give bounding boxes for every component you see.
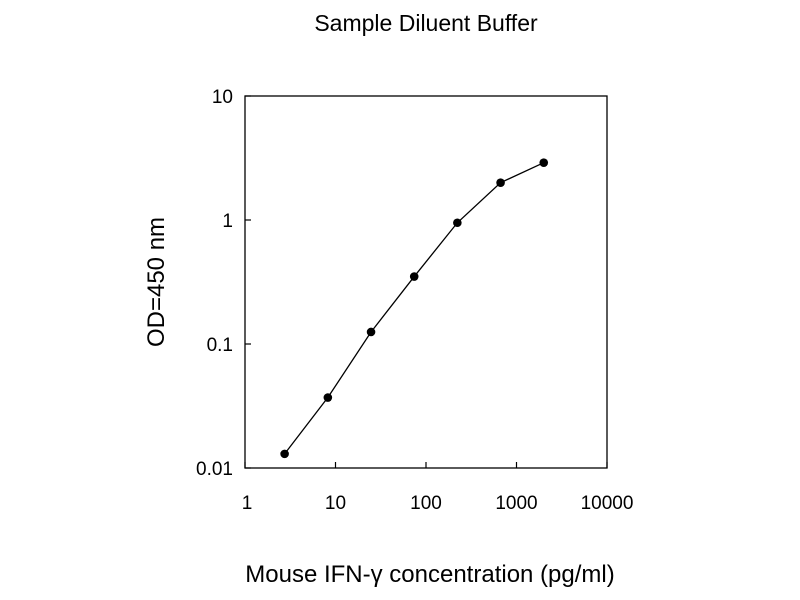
series-line	[284, 162, 545, 455]
x-axis-ticks: 1 10 100 1000 10000	[242, 462, 634, 514]
x-axis-title: Mouse IFN-γ concentration (pg/ml)	[245, 561, 614, 588]
chart-title: Sample Diluent Buffer	[314, 10, 538, 36]
data-point	[366, 327, 376, 337]
data-point	[453, 218, 462, 228]
series-layer	[280, 158, 549, 459]
x-tick-label: 10	[325, 493, 346, 514]
y-tick-label: 0.1	[207, 335, 233, 356]
y-axis-title: OD=450 nm	[143, 217, 170, 347]
data-point	[280, 449, 289, 459]
y-tick-label: 0.01	[196, 459, 233, 480]
plot-frame	[244, 95, 608, 469]
y-axis-ticks: 10 1 0.1 0.01	[196, 87, 251, 480]
data-point	[323, 393, 333, 402]
data-point	[539, 158, 549, 167]
y-tick-label: 10	[212, 87, 233, 108]
x-tick-label: 10000	[581, 493, 634, 514]
y-tick-label: 1	[222, 211, 233, 232]
x-tick-label: 1000	[495, 493, 537, 514]
x-tick-label: 1	[242, 493, 253, 514]
data-point	[496, 178, 505, 187]
data-point	[409, 272, 419, 281]
x-tick-label: 100	[410, 493, 442, 514]
